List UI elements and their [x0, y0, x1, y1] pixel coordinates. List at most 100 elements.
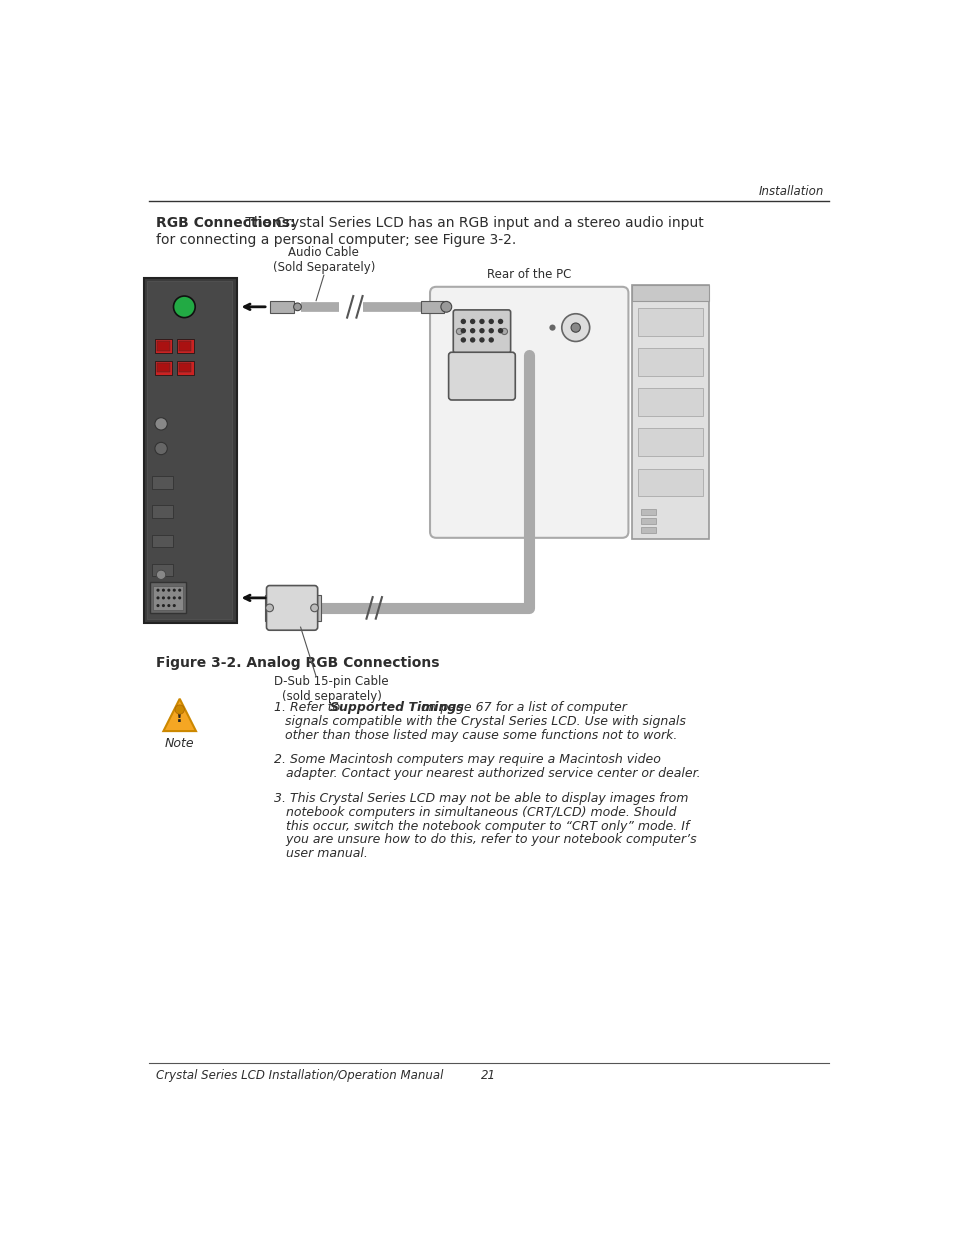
Text: on page 67 for a list of computer: on page 67 for a list of computer: [416, 701, 626, 714]
Bar: [265, 595, 271, 621]
Circle shape: [167, 597, 171, 599]
Bar: [179, 341, 192, 351]
Text: notebook computers in simultaneous (CRT/LCD) mode. Should: notebook computers in simultaneous (CRT/…: [274, 805, 676, 819]
Circle shape: [156, 571, 166, 579]
Text: Rear of the PC: Rear of the PC: [487, 268, 571, 282]
Bar: [176, 361, 193, 374]
Circle shape: [497, 329, 503, 333]
Bar: [640, 517, 656, 524]
Circle shape: [266, 604, 274, 611]
Bar: [144, 278, 236, 622]
Circle shape: [478, 319, 484, 324]
Bar: [157, 363, 170, 372]
Text: Crystal Series LCD Installation/Operation Manual: Crystal Series LCD Installation/Operatio…: [156, 1070, 443, 1082]
Text: !: !: [176, 710, 183, 725]
Bar: [154, 361, 172, 374]
Circle shape: [460, 319, 466, 324]
Circle shape: [470, 329, 475, 333]
Bar: [153, 585, 183, 610]
Text: 2. Some Macintosh computers may require a Macintosh video: 2. Some Macintosh computers may require …: [274, 753, 660, 767]
Bar: [631, 285, 708, 300]
Circle shape: [172, 589, 175, 592]
Bar: [640, 527, 656, 534]
Text: signals compatible with the Crystal Series LCD. Use with signals: signals compatible with the Crystal Seri…: [285, 715, 685, 727]
Text: 1. Refer to: 1. Refer to: [274, 701, 344, 714]
Bar: [176, 340, 193, 353]
Text: +  ©: + ©: [220, 321, 233, 326]
Bar: [157, 341, 170, 351]
Bar: [152, 564, 173, 577]
Text: adapter. Contact your nearest authorized service center or dealer.: adapter. Contact your nearest authorized…: [274, 767, 700, 781]
Circle shape: [478, 329, 484, 333]
Circle shape: [154, 417, 167, 430]
Bar: [152, 535, 173, 547]
Circle shape: [561, 314, 589, 341]
Circle shape: [500, 329, 507, 335]
FancyBboxPatch shape: [430, 287, 628, 537]
Circle shape: [174, 705, 184, 714]
Text: RGB Connections:: RGB Connections:: [156, 216, 295, 230]
Text: you are unsure how to do this, refer to your notebook computer’s: you are unsure how to do this, refer to …: [274, 834, 696, 846]
Bar: [152, 477, 173, 489]
Bar: [154, 340, 172, 353]
Circle shape: [470, 319, 475, 324]
Polygon shape: [163, 699, 195, 731]
Circle shape: [162, 589, 165, 592]
Text: Supported Timings: Supported Timings: [330, 701, 463, 714]
Circle shape: [178, 589, 181, 592]
Circle shape: [167, 604, 171, 608]
Circle shape: [470, 337, 475, 342]
Text: other than those listed may cause some functions not to work.: other than those listed may cause some f…: [285, 729, 677, 742]
Circle shape: [478, 337, 484, 342]
Circle shape: [488, 329, 494, 333]
Bar: [637, 389, 702, 416]
Text: for connecting a personal computer; see Figure 3-2.: for connecting a personal computer; see …: [156, 233, 517, 247]
Circle shape: [173, 296, 195, 317]
Text: Audio
In: Audio In: [218, 303, 233, 312]
Text: this occur, switch the notebook computer to “CRT only” mode. If: this occur, switch the notebook computer…: [274, 820, 689, 832]
Text: ——: ——: [183, 535, 191, 538]
Circle shape: [162, 604, 165, 608]
Circle shape: [172, 604, 175, 608]
Text: 21: 21: [481, 1070, 496, 1082]
Bar: [314, 595, 320, 621]
Text: Note: Note: [165, 737, 194, 750]
Text: ——: ——: [183, 475, 191, 479]
Circle shape: [497, 319, 503, 324]
Bar: [637, 348, 702, 377]
FancyBboxPatch shape: [266, 585, 317, 630]
Bar: [270, 300, 294, 312]
Bar: [147, 280, 233, 620]
Circle shape: [172, 597, 175, 599]
Text: Installation: Installation: [759, 185, 823, 198]
Circle shape: [549, 325, 555, 331]
Circle shape: [488, 319, 494, 324]
Circle shape: [178, 597, 181, 599]
Text: Figure 3-2. Analog RGB Connections: Figure 3-2. Analog RGB Connections: [156, 656, 439, 671]
Text: ——: ——: [183, 563, 191, 568]
Bar: [179, 363, 192, 372]
Circle shape: [488, 337, 494, 342]
Bar: [640, 509, 656, 515]
Circle shape: [456, 329, 462, 335]
Bar: [637, 468, 702, 496]
Circle shape: [460, 329, 466, 333]
Text: Audio Cable
(Sold Separately): Audio Cable (Sold Separately): [273, 246, 375, 274]
Circle shape: [154, 442, 167, 454]
Text: 3. This Crystal Series LCD may not be able to display images from: 3. This Crystal Series LCD may not be ab…: [274, 792, 688, 805]
Text: user manual.: user manual.: [274, 847, 368, 861]
Bar: [637, 429, 702, 456]
FancyBboxPatch shape: [453, 310, 510, 353]
Circle shape: [294, 303, 301, 311]
Circle shape: [156, 604, 159, 608]
Circle shape: [156, 589, 159, 592]
Circle shape: [571, 324, 579, 332]
Bar: [637, 309, 702, 336]
Text: D-Sub 15-pin Cable
(sold separately): D-Sub 15-pin Cable (sold separately): [274, 674, 389, 703]
Text: The Crystal Series LCD has an RGB input and a stereo audio input: The Crystal Series LCD has an RGB input …: [241, 216, 703, 230]
Text: ©: ©: [187, 391, 193, 398]
Text: ——: ——: [183, 424, 191, 427]
Bar: [631, 285, 708, 540]
Bar: [150, 583, 186, 614]
Circle shape: [156, 597, 159, 599]
